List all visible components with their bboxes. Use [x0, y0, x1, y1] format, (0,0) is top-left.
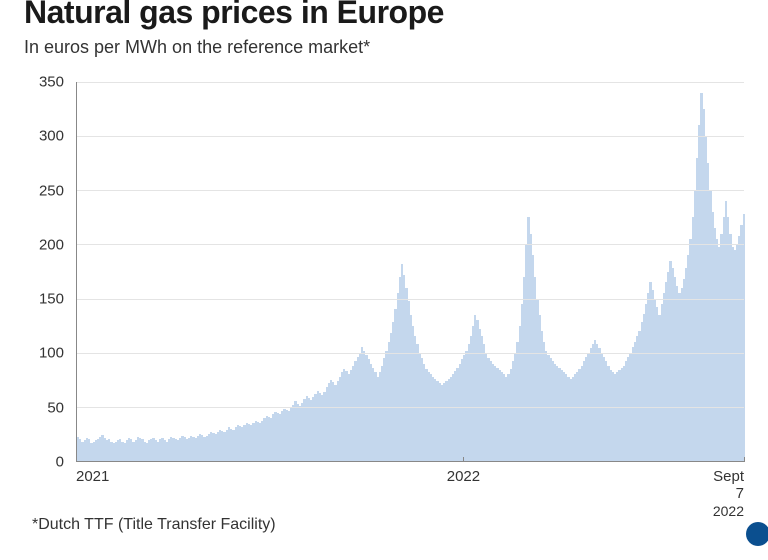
gridline: [77, 244, 744, 245]
x-axis-label: Sept 72022: [713, 468, 744, 519]
x-axis: 20212022Sept 72022: [76, 462, 744, 502]
plot-area: [76, 82, 744, 462]
chart-footnote: *Dutch TTF (Title Transfer Facility): [32, 516, 744, 534]
y-tick-label: 100: [24, 345, 64, 362]
x-tick-mark: [463, 457, 464, 462]
y-tick-label: 300: [24, 128, 64, 145]
y-tick-label: 250: [24, 182, 64, 199]
gridline: [77, 353, 744, 354]
chart-subtitle: In euros per MWh on the reference market…: [24, 37, 744, 58]
x-axis-label: 2021: [76, 468, 109, 485]
gridline: [77, 299, 744, 300]
gridline: [77, 190, 744, 191]
y-tick-label: 200: [24, 236, 64, 253]
x-axis-sublabel: 2022: [713, 503, 744, 519]
y-tick-label: 150: [24, 291, 64, 308]
x-tick-mark: [744, 457, 745, 462]
gridline: [77, 407, 744, 408]
gridline: [77, 82, 744, 83]
y-tick-label: 350: [24, 74, 64, 91]
bar: [743, 214, 745, 461]
y-tick-label: 0: [24, 454, 64, 471]
y-tick-label: 50: [24, 399, 64, 416]
source-badge-icon: [746, 522, 768, 546]
chart-area: 050100150200250300350 20212022Sept 72022: [32, 82, 744, 502]
chart-title: Natural gas prices in Europe: [24, 0, 744, 31]
x-axis-label: 2022: [447, 468, 480, 485]
gridline: [77, 136, 744, 137]
x-tick-mark: [76, 457, 77, 462]
bar-series: [77, 82, 744, 461]
y-axis: 050100150200250300350: [32, 82, 72, 462]
